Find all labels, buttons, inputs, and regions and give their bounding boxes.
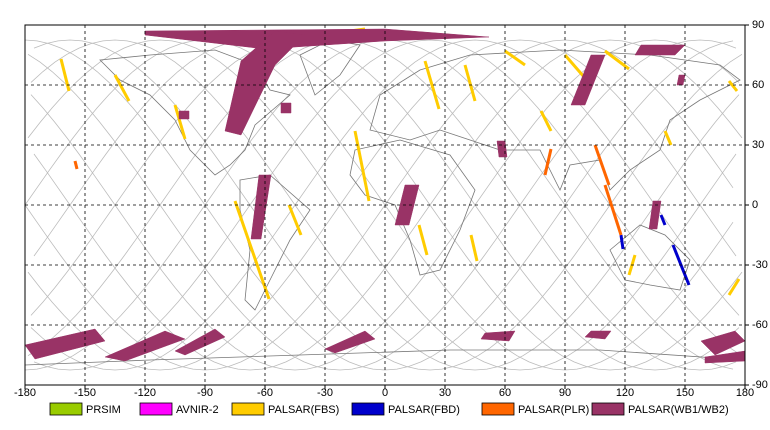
y-tick-label: 30 [752,139,764,151]
legend-swatch [481,402,515,416]
ground-track [24,39,734,371]
africa [349,139,476,276]
x-tick-label: -180 [14,387,36,399]
swath [144,28,490,50]
swath [584,330,612,340]
swath [250,174,272,240]
plot-frame [24,24,746,386]
x-tick-label: 150 [676,387,694,399]
ground-track [33,39,743,371]
legend-label: PRSIM [86,404,121,416]
strip [603,184,623,236]
swath [394,184,420,226]
swath [24,328,106,360]
y-tick-label: 90 [752,19,764,31]
strip [593,144,611,186]
coastlines [24,39,746,366]
legend-label: PALSAR(FBD) [388,404,460,416]
strip [423,60,441,110]
y-tick-label: -30 [752,259,768,271]
x-tick-label: 60 [499,387,511,399]
axes: -180 -150 -120 -90 -60 -30 0 30 60 90 120 150 180-90… [14,19,768,399]
north-america [99,49,291,176]
y-tick-label: 60 [752,79,764,91]
ground-track [24,39,734,371]
legend-swatch [139,402,173,416]
strip [463,64,477,102]
swath [178,110,190,120]
strip [287,204,303,236]
swath [676,74,686,86]
strip [173,104,187,140]
legend-swatch [351,402,385,416]
strip [539,110,553,132]
swath [280,102,292,114]
legend-label: AVNIR-2 [176,404,219,416]
strip [663,130,673,146]
legend: PRSIM AVNIR-2 PALSAR(FBS) PALSAR(FBD) PALSAR… [49,402,729,416]
strip [73,160,79,170]
y-tick-label: 0 [752,199,758,211]
x-tick-label: -60 [257,387,273,399]
legend-swatch [591,402,625,416]
antarctica [24,349,746,366]
swath [648,200,662,230]
swath [570,54,606,106]
swath [174,328,226,356]
legend-label: PALSAR(WB1/WB2) [628,404,729,416]
strip [619,234,625,250]
swath [634,44,686,56]
strip [353,130,371,202]
ground-track [27,39,737,371]
swath [324,330,376,354]
y-tick-label: -90 [752,379,768,391]
legend-swatch [231,402,265,416]
ground-tracks [24,39,743,371]
x-tick-label: -150 [74,387,96,399]
y-tick-label: -60 [752,319,768,331]
ground-track [30,39,740,371]
strip [727,80,739,92]
strip [59,58,71,92]
strip [417,224,429,256]
legend-swatch [49,402,83,416]
eurasia [369,49,741,191]
x-tick-label: 30 [439,387,451,399]
strip [727,278,741,296]
legend-label: PALSAR(PLR) [518,404,589,416]
ground-track [27,39,737,371]
ground-track [24,39,734,371]
swath [224,30,306,136]
strip [113,74,131,102]
ground-track [30,39,740,371]
x-tick-label: 0 [382,387,388,399]
x-tick-label: -120 [134,387,156,399]
legend-label: PALSAR(FBS) [268,404,339,416]
x-tick-label: -30 [317,387,333,399]
strip [659,214,667,226]
x-tick-label: 120 [616,387,634,399]
swath [496,140,508,158]
x-tick-label: -90 [197,387,213,399]
strip [543,148,553,176]
strip [604,49,630,71]
strip [469,234,479,262]
strip [233,200,271,300]
x-tick-label: 90 [559,387,571,399]
x-tick-label: 180 [736,387,754,399]
strip [504,49,526,67]
